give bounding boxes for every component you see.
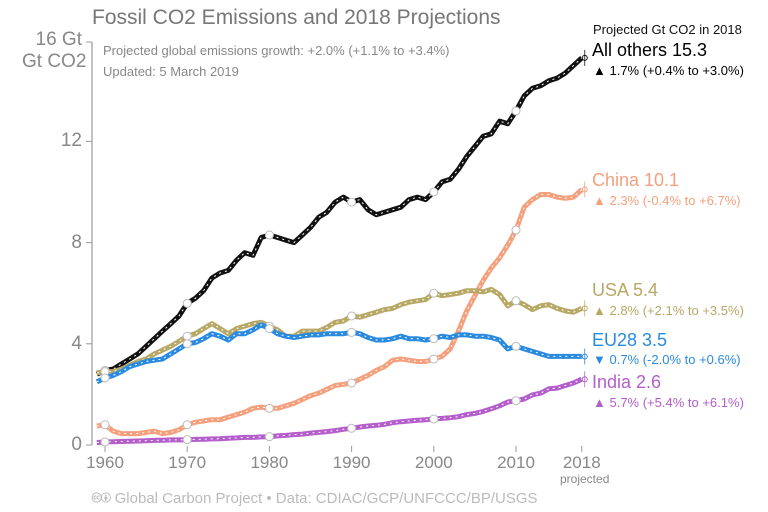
series-line-dash [96, 189, 583, 435]
decade-marker [182, 420, 192, 430]
decade-marker [182, 298, 192, 308]
legend-title: Projected Gt CO2 in 2018 [593, 22, 742, 37]
series-line-all-others [95, 56, 584, 377]
decade-marker [264, 432, 274, 442]
footer-credit: 🅭🅯 Global Carbon Project • Data: CDIAC/G… [92, 490, 538, 507]
y-tick-top: 16 Gt [35, 29, 82, 50]
decade-marker [347, 197, 357, 207]
x-tick-label: 2010 [497, 453, 535, 472]
decade-marker [429, 334, 439, 344]
x-tick-label: 1970 [168, 453, 207, 472]
decade-marker [347, 423, 357, 433]
series-line-eu28 [95, 322, 582, 385]
series-line-dash [96, 288, 583, 374]
x-tick-label: 1980 [250, 453, 289, 472]
y-axis-label: Gt CO2 [22, 51, 87, 72]
decade-marker [182, 339, 192, 349]
decade-marker [511, 396, 521, 406]
decade-marker [347, 311, 357, 321]
legend-growth-text: 2.8% (+2.1% to +3.5%) [609, 303, 744, 318]
triangle-up-icon: ▲ [593, 303, 610, 318]
decade-marker [264, 230, 274, 240]
y-tick-label: 8 [71, 231, 82, 253]
chart-subtitle-updated: Updated: 5 March 2019 [103, 64, 239, 79]
legend-growth: ▼ 0.7% (-2.0% to +0.6%) [593, 352, 741, 367]
decade-marker [347, 378, 357, 388]
legend-growth-text: 5.7% (+5.4% to +6.1%) [609, 395, 744, 410]
series-line-india [96, 376, 583, 445]
decade-marker [182, 435, 192, 445]
legend-label: China 10.1 [592, 170, 680, 190]
legend-label: All others 15.3 [592, 40, 708, 60]
y-tick-label: 12 [60, 130, 82, 152]
decade-marker [511, 106, 521, 116]
decade-marker [511, 225, 521, 235]
legend-growth-text: 2.3% (-0.4% to +6.7%) [609, 193, 741, 208]
series-line-usa [96, 286, 583, 376]
legend-label: USA 5.4 [592, 280, 659, 300]
legend-label: EU28 3.5 [592, 330, 668, 350]
x-tick-label: 1960 [86, 453, 124, 472]
legend-growth: ▲ 2.3% (-0.4% to +6.7%) [593, 193, 741, 208]
decade-marker [511, 296, 521, 306]
decade-marker [429, 187, 439, 197]
legend-growth: ▲ 5.7% (+5.4% to +6.1%) [593, 395, 744, 410]
decade-marker [429, 288, 439, 298]
y-tick-label: 0 [71, 434, 82, 455]
chart-subtitle-growth: Projected global emissions growth: +2.0%… [103, 43, 450, 58]
x-projected-label: projected [560, 472, 610, 486]
legend-growth-text: 1.7% (+0.4% to +3.0%) [609, 63, 744, 78]
decade-marker [100, 420, 110, 430]
legend-growth-text: 0.7% (-2.0% to +0.6%) [609, 352, 741, 367]
decade-marker [429, 414, 439, 424]
decade-marker [347, 327, 357, 337]
legend-growth: ▲ 1.7% (+0.4% to +3.0%) [593, 63, 744, 78]
x-tick-label: 2000 [414, 453, 453, 472]
decade-marker [100, 373, 110, 383]
y-tick-label: 4 [71, 332, 82, 354]
x-tick-label: 1990 [332, 453, 371, 472]
chart-title: Fossil CO2 Emissions and 2018 Projection… [92, 6, 501, 29]
series-line-china [96, 187, 584, 437]
decade-marker [100, 437, 110, 447]
triangle-up-icon: ▲ [593, 193, 610, 208]
legend-label: India 2.6 [592, 372, 662, 392]
x-tick-label: 2018 [562, 453, 601, 472]
triangle-up-icon: ▲ [593, 395, 610, 410]
legend-growth: ▲ 2.8% (+2.1% to +3.5%) [593, 303, 744, 318]
triangle-down-icon: ▼ [593, 352, 610, 367]
triangle-up-icon: ▲ [593, 63, 610, 78]
decade-marker [264, 324, 274, 334]
decade-marker [182, 331, 192, 341]
decade-marker [264, 403, 274, 413]
decade-marker [429, 354, 439, 364]
decade-marker [511, 341, 521, 351]
